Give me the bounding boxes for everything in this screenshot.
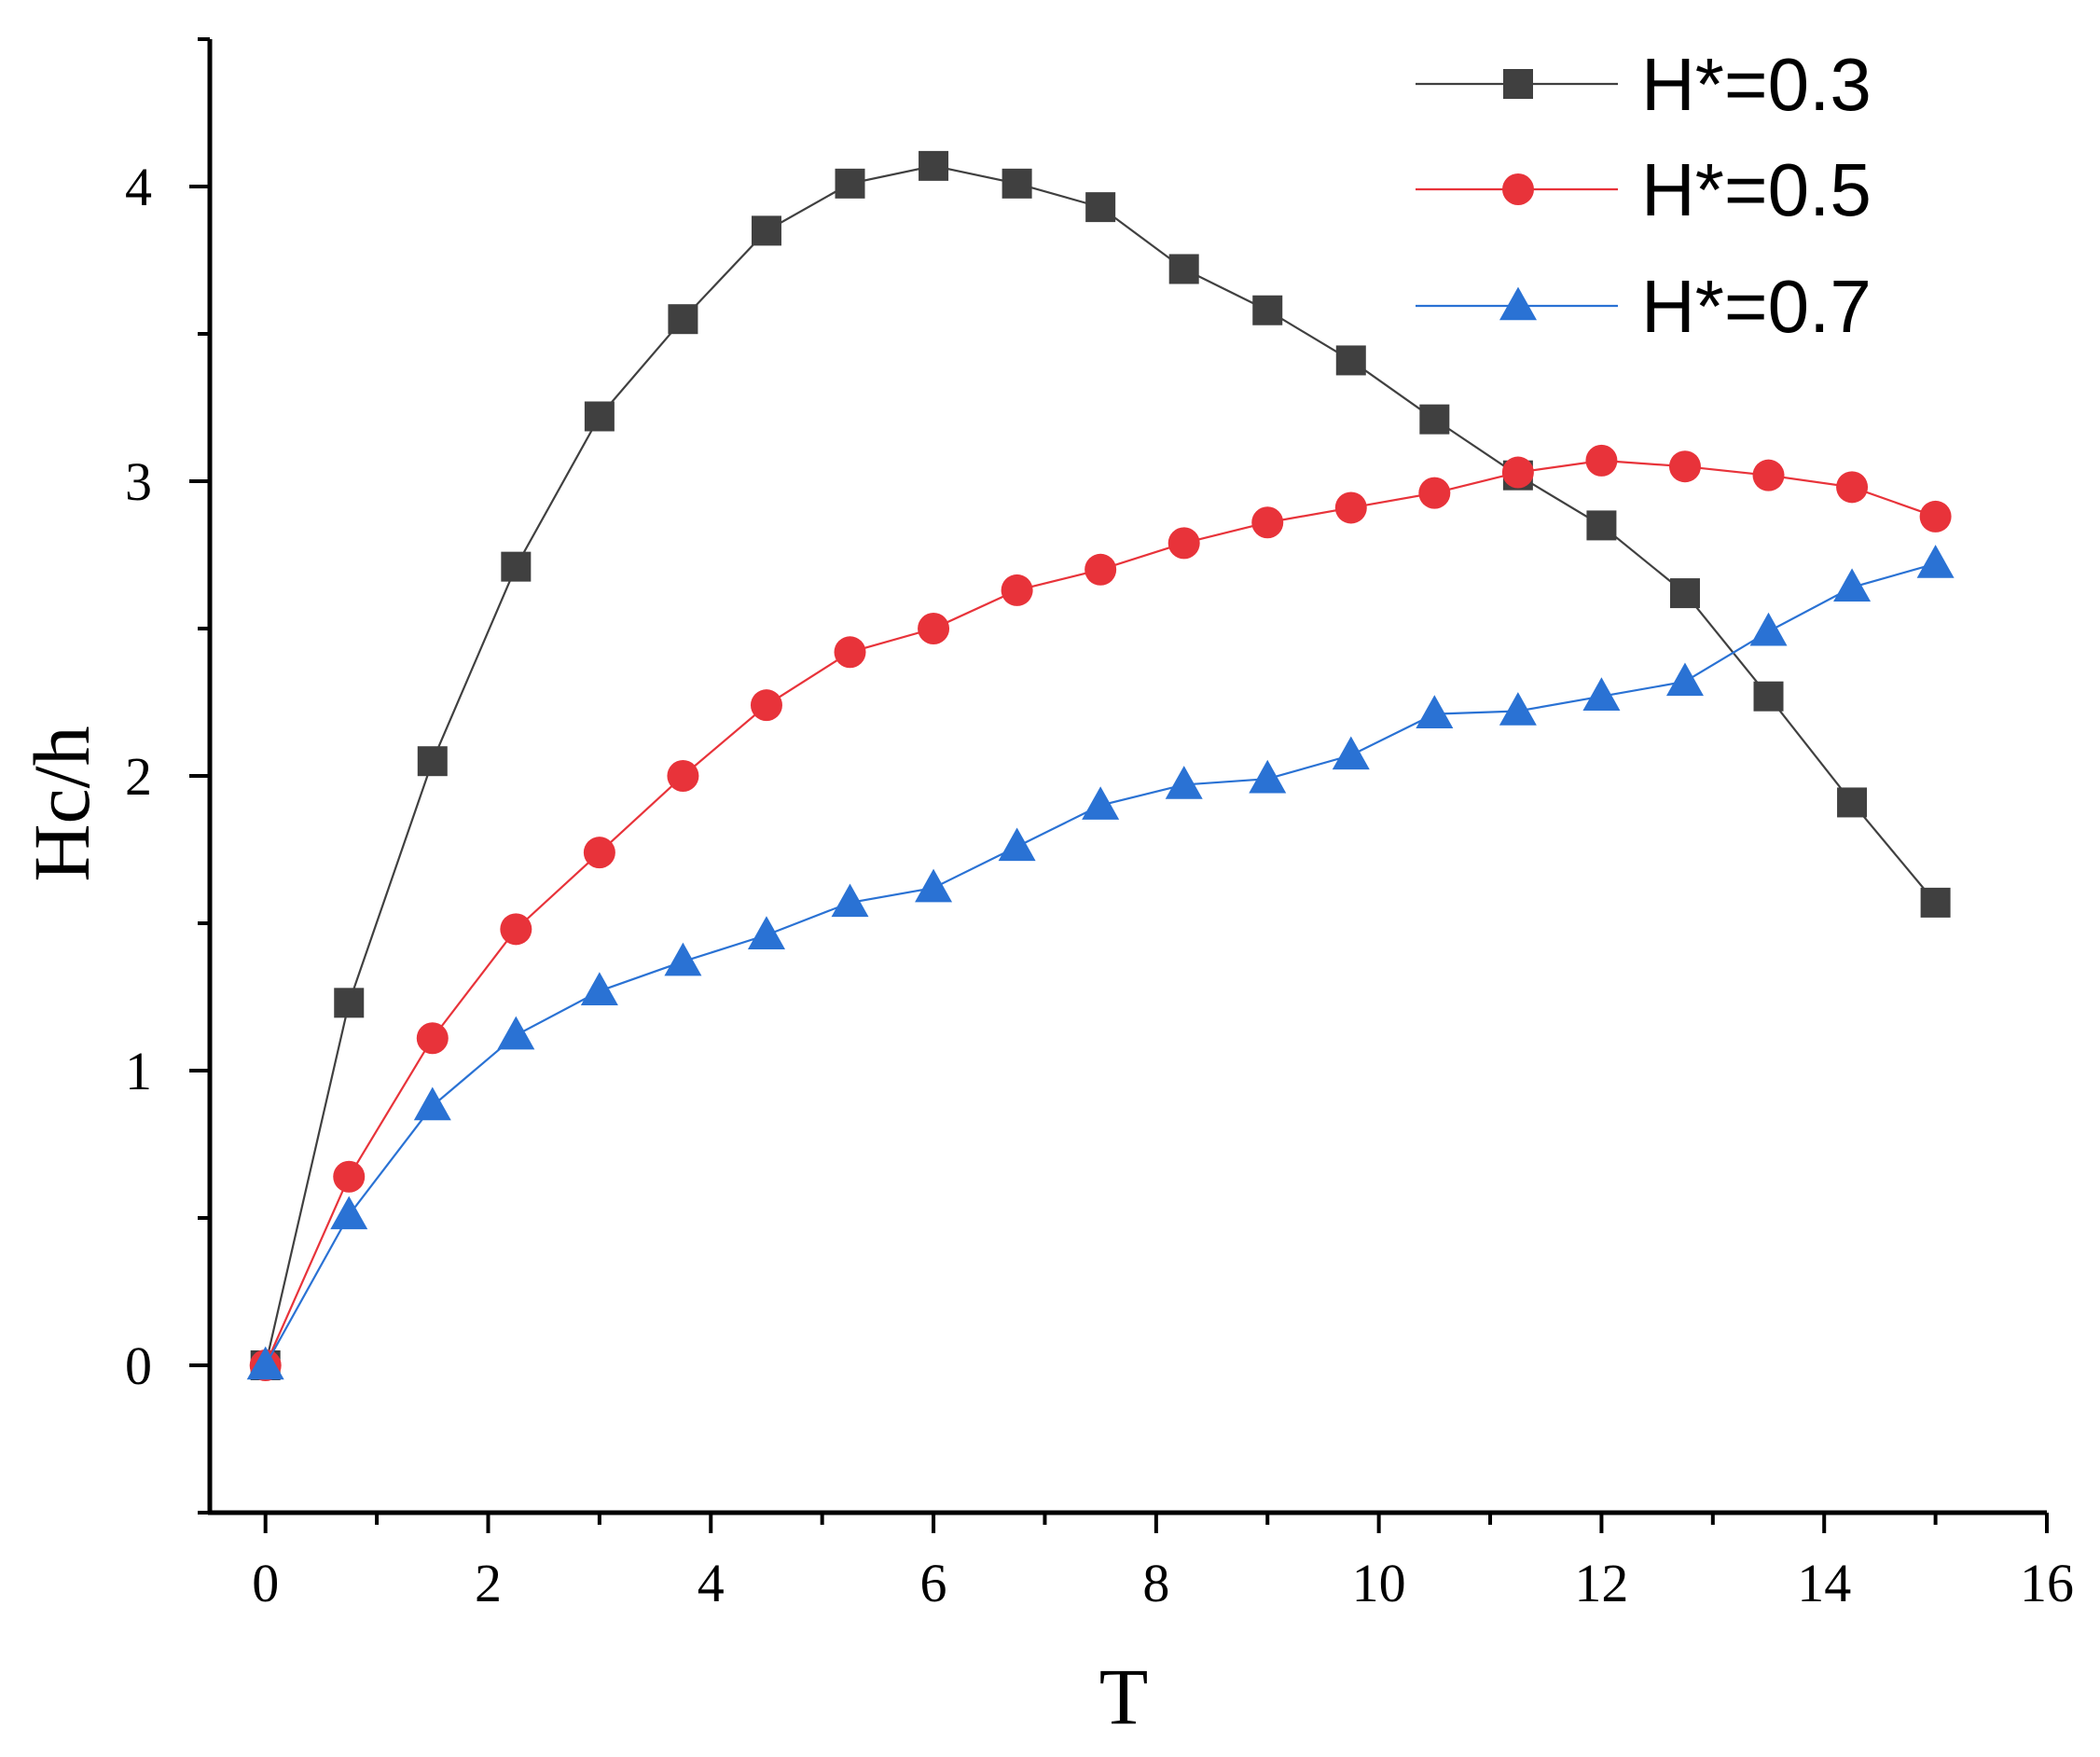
y-tick-label: 2 xyxy=(125,746,152,807)
x-tick-label: 0 xyxy=(252,1553,279,1613)
data-point xyxy=(1002,168,1032,199)
series-layer xyxy=(246,150,1955,1381)
data-point xyxy=(1085,192,1116,223)
series-triangle xyxy=(246,545,1955,1380)
y-tick-label: 3 xyxy=(125,451,152,512)
data-point xyxy=(1168,254,1199,284)
data-point xyxy=(1499,692,1537,726)
data-point xyxy=(1919,500,1952,533)
data-point xyxy=(1501,456,1534,489)
data-point xyxy=(580,972,618,1005)
data-point xyxy=(664,942,702,976)
data-point xyxy=(835,168,865,199)
data-point xyxy=(1165,766,1203,799)
legend-item: H*=0.5 xyxy=(1416,148,1872,231)
legend: H*=0.3 H*=0.5 H*=0.7 xyxy=(1416,43,1872,348)
data-point xyxy=(1416,695,1454,728)
legend-marker xyxy=(1503,69,1533,99)
x-tick-label: 4 xyxy=(698,1553,725,1613)
y-tick-label: 1 xyxy=(125,1041,152,1101)
x-tick-label: 2 xyxy=(475,1553,502,1613)
legend-marker xyxy=(1499,286,1537,321)
data-point xyxy=(501,551,532,582)
legend-marker xyxy=(1502,173,1534,205)
data-point xyxy=(1335,345,1366,376)
data-point xyxy=(1669,578,1700,609)
legend-label: H*=0.7 xyxy=(1641,265,1872,348)
data-point xyxy=(584,401,615,432)
legend-item: H*=0.7 xyxy=(1416,265,1872,348)
legend-item: H*=0.3 xyxy=(1416,43,1872,126)
data-point xyxy=(1167,527,1200,560)
series-square xyxy=(250,150,1951,1380)
x-tick-label: 8 xyxy=(1142,1553,1169,1613)
data-point xyxy=(1249,759,1287,794)
data-point xyxy=(1001,574,1033,606)
data-point xyxy=(1752,459,1785,491)
data-point xyxy=(667,760,699,792)
data-point xyxy=(1749,612,1788,646)
data-point xyxy=(1082,786,1120,820)
data-point xyxy=(1665,662,1704,697)
data-point xyxy=(1836,471,1869,504)
data-point xyxy=(583,837,615,869)
data-point xyxy=(1837,787,1868,818)
data-point xyxy=(1833,568,1872,602)
data-point xyxy=(246,1346,284,1380)
y-axis-title: Hc/h xyxy=(17,726,106,881)
data-point xyxy=(915,868,953,903)
data-point xyxy=(1586,510,1617,541)
data-point xyxy=(1916,545,1955,578)
data-point xyxy=(1252,295,1283,325)
data-point xyxy=(1334,491,1367,524)
legend-label: H*=0.3 xyxy=(1641,43,1872,126)
data-point xyxy=(333,1160,366,1193)
data-point xyxy=(416,1022,449,1055)
x-tick-label: 6 xyxy=(920,1553,947,1613)
data-point xyxy=(413,1086,451,1121)
data-point xyxy=(1585,444,1618,477)
data-point xyxy=(1419,404,1450,435)
data-point xyxy=(918,613,950,644)
data-point xyxy=(1668,450,1701,483)
data-point xyxy=(500,913,532,946)
data-point xyxy=(998,827,1036,862)
y-tick-label: 4 xyxy=(125,157,152,217)
data-point xyxy=(1332,736,1370,770)
data-point xyxy=(330,1196,368,1230)
data-point xyxy=(417,746,448,777)
data-point xyxy=(747,916,785,949)
data-point xyxy=(1418,477,1451,509)
data-point xyxy=(1920,887,1951,918)
data-point xyxy=(1251,506,1284,539)
data-point xyxy=(831,883,869,918)
y-tick-label: 0 xyxy=(125,1335,152,1396)
x-axis-title: T xyxy=(1099,1652,1149,1741)
x-tick-label: 14 xyxy=(1797,1553,1851,1613)
data-point xyxy=(668,304,698,335)
legend-label: H*=0.5 xyxy=(1641,148,1872,231)
data-point xyxy=(1582,677,1621,711)
data-point xyxy=(334,988,365,1018)
x-tick-label: 10 xyxy=(1352,1553,1406,1613)
data-point xyxy=(919,150,949,181)
x-tick-label: 12 xyxy=(1574,1553,1628,1613)
x-tick-label: 16 xyxy=(2020,1553,2074,1613)
series-circle xyxy=(249,444,1952,1381)
data-point xyxy=(750,689,782,722)
data-point xyxy=(497,1016,535,1050)
data-point xyxy=(751,215,781,246)
data-point xyxy=(834,636,866,669)
data-point xyxy=(1753,681,1784,712)
data-point xyxy=(1085,553,1117,586)
